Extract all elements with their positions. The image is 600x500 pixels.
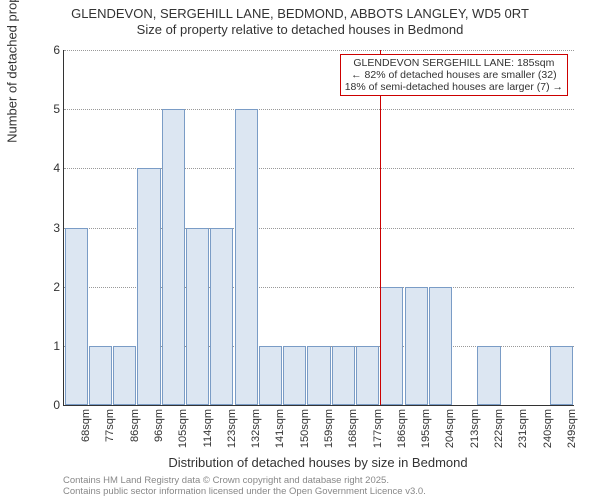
y-tick-label: 1	[48, 339, 60, 353]
x-tick-label: 159sqm	[323, 409, 324, 448]
bar	[137, 168, 160, 405]
x-tick-label: 240sqm	[542, 409, 543, 448]
y-tick-label: 6	[48, 43, 60, 57]
bar	[210, 228, 233, 406]
bar	[356, 346, 379, 405]
x-tick-label: 77sqm	[104, 409, 105, 442]
annotation-line2: ← 82% of detached houses are smaller (32…	[345, 69, 563, 81]
bar	[162, 109, 185, 405]
bar	[65, 228, 88, 406]
bar	[283, 346, 306, 405]
y-tick-label: 3	[48, 221, 60, 235]
bar	[186, 228, 209, 406]
annotation-line1: GLENDEVON SERGEHILL LANE: 185sqm	[345, 57, 563, 69]
x-tick-label: 132sqm	[250, 409, 251, 448]
x-axis-label: Distribution of detached houses by size …	[63, 455, 573, 470]
bar	[429, 287, 452, 405]
plot-area: 68sqm77sqm86sqm96sqm105sqm114sqm123sqm13…	[63, 50, 574, 406]
gridline	[64, 109, 574, 110]
annotation-box: GLENDEVON SERGEHILL LANE: 185sqm← 82% of…	[340, 54, 568, 96]
x-tick-label: 141sqm	[274, 409, 275, 448]
x-tick-label: 231sqm	[517, 409, 518, 448]
x-tick-label: 204sqm	[444, 409, 445, 448]
bar	[235, 109, 258, 405]
y-axis-label: Number of detached properties	[5, 0, 20, 143]
y-tick-label: 2	[48, 280, 60, 294]
bar	[307, 346, 330, 405]
x-tick-label: 168sqm	[347, 409, 348, 448]
x-tick-label: 222sqm	[493, 409, 494, 448]
x-tick-label: 249sqm	[566, 409, 567, 448]
chart-container: GLENDEVON, SERGEHILL LANE, BEDMOND, ABBO…	[0, 0, 600, 500]
bar	[550, 346, 573, 405]
attribution-line2: Contains public sector information licen…	[63, 487, 426, 498]
x-tick-label: 114sqm	[202, 409, 203, 447]
annotation-line3: 18% of semi-detached houses are larger (…	[345, 81, 563, 93]
x-tick-label: 105sqm	[177, 409, 178, 448]
bar	[477, 346, 500, 405]
x-tick-label: 213sqm	[469, 409, 470, 448]
y-tick-label: 5	[48, 102, 60, 116]
x-tick-label: 177sqm	[372, 409, 373, 448]
marker-line	[380, 50, 381, 405]
x-tick-label: 96sqm	[153, 409, 154, 442]
x-tick-label: 195sqm	[420, 409, 421, 448]
bar	[113, 346, 136, 405]
x-tick-label: 186sqm	[396, 409, 397, 448]
chart-title-line2: Size of property relative to detached ho…	[0, 22, 600, 38]
bar	[89, 346, 112, 405]
gridline	[64, 50, 574, 51]
bar	[332, 346, 355, 405]
chart-title-block: GLENDEVON, SERGEHILL LANE, BEDMOND, ABBO…	[0, 0, 600, 37]
x-tick-label: 123sqm	[226, 409, 227, 448]
bar	[405, 287, 428, 405]
attribution-text: Contains HM Land Registry data © Crown c…	[63, 476, 426, 498]
x-tick-label: 150sqm	[299, 409, 300, 448]
bar	[259, 346, 282, 405]
x-tick-label: 68sqm	[80, 409, 81, 442]
x-tick-label: 86sqm	[129, 409, 130, 442]
y-tick-label: 4	[48, 161, 60, 175]
bar	[380, 287, 403, 405]
chart-title-line1: GLENDEVON, SERGEHILL LANE, BEDMOND, ABBO…	[0, 6, 600, 22]
y-tick-label: 0	[48, 398, 60, 412]
